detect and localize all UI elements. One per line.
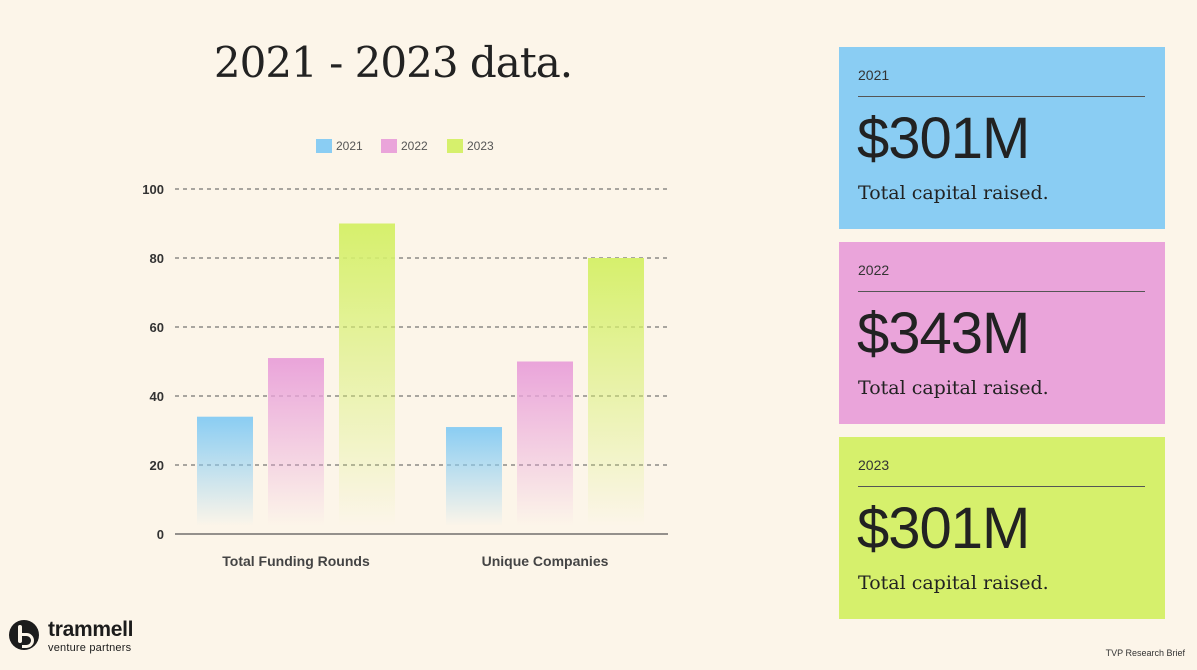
y-tick-label: 80 <box>150 251 164 266</box>
bar-2023-0 <box>339 223 395 526</box>
bar-2022-1 <box>517 361 573 526</box>
card-year: 2022 <box>858 262 890 278</box>
card-caption: Total capital raised. <box>858 572 1049 594</box>
card-caption: Total capital raised. <box>858 377 1049 399</box>
y-tick-label: 60 <box>150 320 164 335</box>
card-divider <box>858 486 1145 487</box>
footer-note: TVP Research Brief <box>1105 648 1185 658</box>
card-divider <box>858 96 1145 97</box>
capital-card-2022: 2022 $343M Total capital raised. <box>839 242 1165 424</box>
legend-swatch <box>381 139 397 153</box>
y-tick-label: 20 <box>150 458 164 473</box>
logo-name: trammell <box>48 618 134 641</box>
capital-card-2023: 2023 $301M Total capital raised. <box>839 437 1165 619</box>
bar-2021-0 <box>197 416 253 526</box>
y-tick-label: 40 <box>150 389 164 404</box>
trammell-t-logo-icon <box>9 620 39 650</box>
legend-swatch <box>447 139 463 153</box>
x-tick-label: Total Funding Rounds <box>222 553 370 569</box>
legend-label: 2023 <box>467 139 494 153</box>
card-amount: $343M <box>857 301 1030 366</box>
bar-chart: 0 20 40 60 80 100 Total Funding Rounds Unique C… <box>142 139 668 569</box>
bar-2023-1 <box>588 258 644 526</box>
y-tick-label: 100 <box>142 182 164 197</box>
card-amount: $301M <box>857 106 1030 171</box>
card-year: 2021 <box>858 67 890 83</box>
card-divider <box>858 291 1145 292</box>
card-amount: $301M <box>857 496 1030 561</box>
legend-label: 2022 <box>401 139 428 153</box>
capital-card-2021: 2021 $301M Total capital raised. <box>839 47 1165 229</box>
legend-label: 2021 <box>336 139 363 153</box>
legend-swatch <box>316 139 332 153</box>
card-caption: Total capital raised. <box>858 182 1049 204</box>
bar-2022-0 <box>268 358 324 526</box>
bar-2021-1 <box>446 427 502 526</box>
x-tick-label: Unique Companies <box>482 553 609 569</box>
logo-subtitle: venture partners <box>48 642 132 654</box>
page-title: 2021 - 2023 data. <box>213 38 573 87</box>
y-tick-label: 0 <box>157 527 164 542</box>
card-year: 2023 <box>858 457 890 473</box>
